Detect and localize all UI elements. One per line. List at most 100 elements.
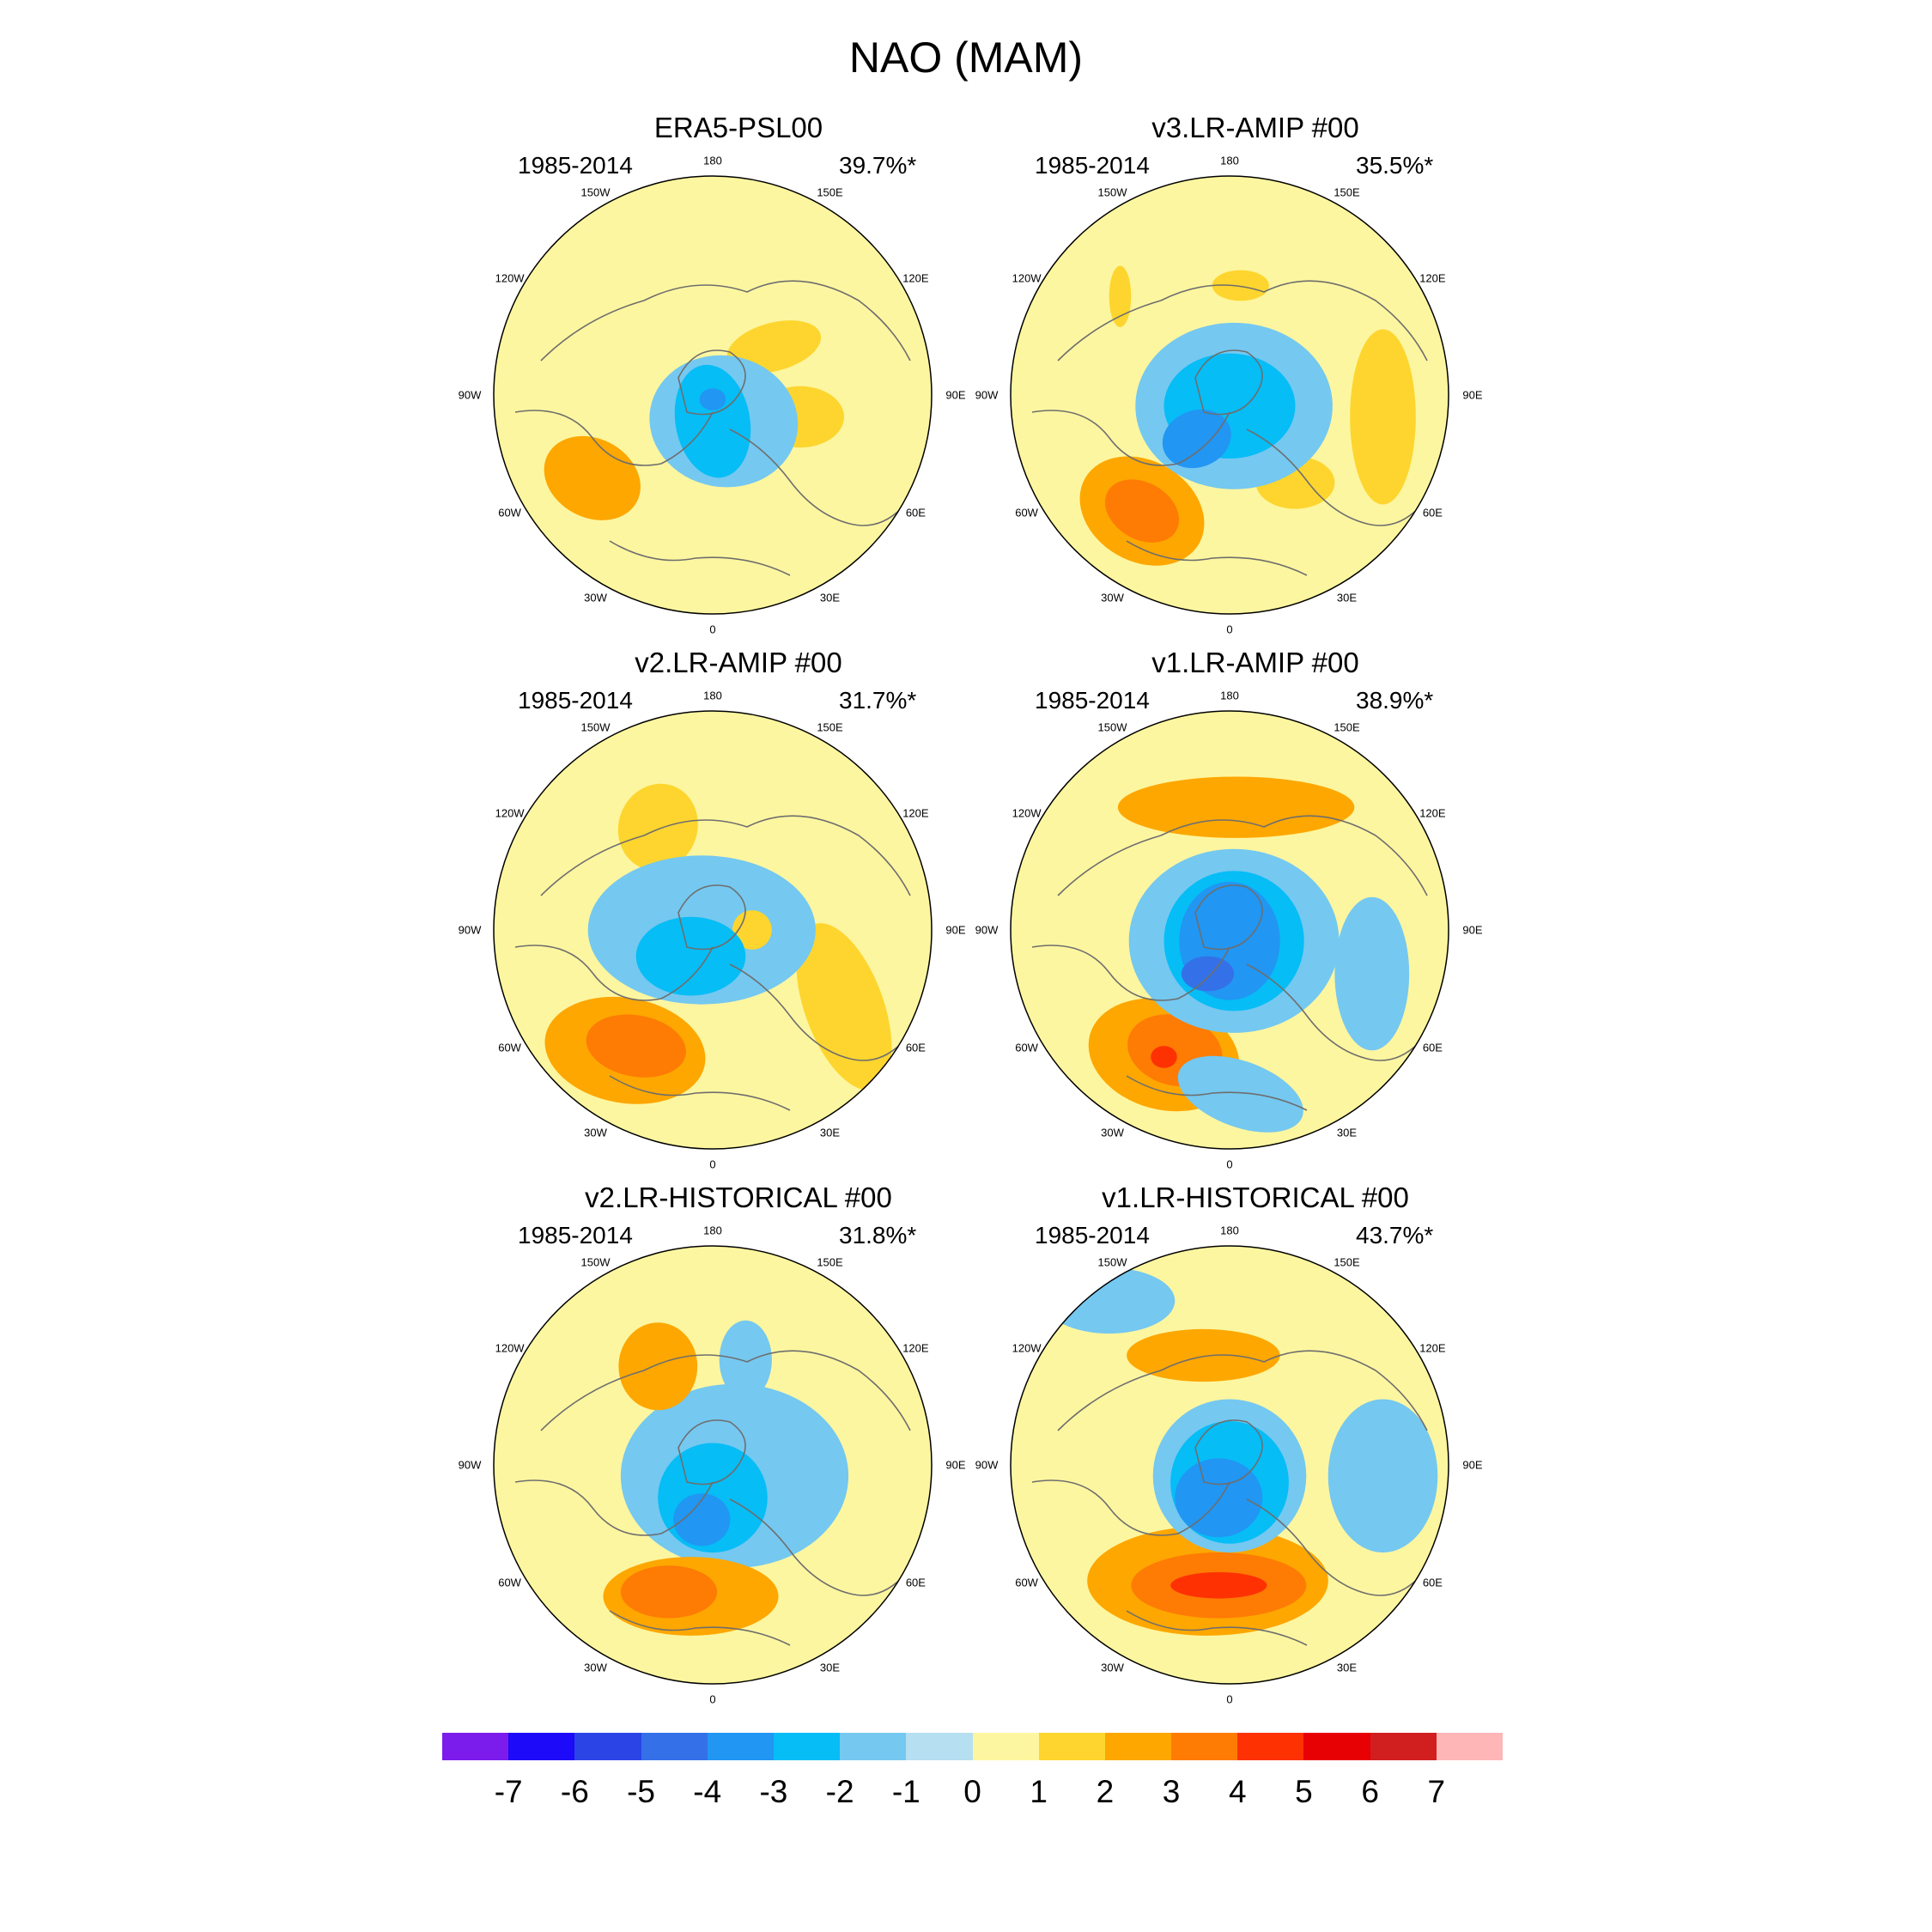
longitude-label: 180 xyxy=(1220,154,1239,167)
negative-anomaly-contour xyxy=(673,1493,731,1546)
colorbar-label: 4 xyxy=(1228,1774,1247,1809)
longitude-label: 60W xyxy=(1015,1041,1038,1054)
longitude-label: 0 xyxy=(709,623,716,636)
colorbar-label: 5 xyxy=(1295,1774,1313,1809)
positive-anomaly-contour xyxy=(796,923,892,1091)
positive-anomaly-contour xyxy=(1170,1572,1267,1599)
colorbar-box xyxy=(1370,1733,1437,1760)
longitude-label: 90W xyxy=(458,923,482,937)
longitude-label: 120W xyxy=(1012,271,1042,284)
longitude-label: 150E xyxy=(1334,720,1360,734)
colorbar-label: -6 xyxy=(560,1774,589,1809)
coastline xyxy=(729,963,911,1061)
longitude-label: 60E xyxy=(1422,1576,1443,1589)
coastline xyxy=(1194,1419,1263,1485)
panel-percent: 31.7%* xyxy=(839,687,917,714)
coastline xyxy=(514,1479,714,1536)
longitude-label: 60W xyxy=(498,506,521,519)
coastline xyxy=(729,1498,911,1596)
longitude-label: 30W xyxy=(584,1661,607,1674)
panel-title: v1.LR-HISTORICAL #00 xyxy=(1102,1182,1409,1213)
polar-map xyxy=(493,710,933,1150)
longitude-label: 120W xyxy=(495,806,525,819)
positive-anomaly-contour xyxy=(732,910,772,950)
colorbar-box xyxy=(707,1733,775,1760)
longitude-label: 60E xyxy=(905,1576,926,1589)
longitude-label: 90W xyxy=(458,388,482,402)
panel-percent: 31.8%* xyxy=(839,1222,917,1249)
longitude-label: 90E xyxy=(1462,388,1483,402)
colorbar-label: -4 xyxy=(693,1774,722,1809)
longitude-label: 90E xyxy=(1462,923,1483,937)
coastline xyxy=(1126,1075,1308,1111)
polar-map xyxy=(1010,175,1449,615)
longitude-label: 90E xyxy=(945,923,966,937)
map-panel: v1.LR-HISTORICAL #00 1985-2014 43.7%* 180 15… xyxy=(955,1182,1556,1714)
longitude-label: 30E xyxy=(1336,1126,1358,1139)
longitude-label: 150W xyxy=(580,720,611,734)
colorbar-box xyxy=(442,1733,509,1760)
longitude-label: 30W xyxy=(584,1126,607,1139)
longitude-label: 120W xyxy=(495,271,525,284)
polar-map xyxy=(493,175,933,615)
panel-years: 1985-2014 xyxy=(518,687,633,714)
colorbar-box xyxy=(574,1733,642,1760)
longitude-label: 150W xyxy=(580,1255,611,1269)
map-panel: v2.LR-AMIP #00 1985-2014 31.7%* 180 150E 120E… xyxy=(438,647,1039,1179)
longitude-label: 60W xyxy=(1015,506,1038,519)
panel-years: 1985-2014 xyxy=(1035,1222,1150,1249)
coastline xyxy=(1031,1479,1230,1536)
coastline xyxy=(540,815,911,896)
longitude-label: 120E xyxy=(1419,1341,1446,1354)
coastline xyxy=(677,884,746,951)
coastline xyxy=(540,1350,911,1431)
negative-anomaly-contour xyxy=(719,1320,772,1400)
longitude-label: 60E xyxy=(905,1041,926,1054)
panel-percent: 43.7%* xyxy=(1356,1222,1434,1249)
coastline xyxy=(1057,280,1428,361)
panel-title: v2.LR-HISTORICAL #00 xyxy=(585,1182,892,1213)
longitude-label: 90E xyxy=(1462,1458,1483,1472)
longitude-label: 30E xyxy=(1336,1661,1358,1674)
colorbar-label: 0 xyxy=(963,1774,981,1809)
negative-anomaly-contour xyxy=(674,364,751,478)
longitude-label: 90E xyxy=(945,1458,966,1472)
positive-anomaly-contour xyxy=(1212,270,1269,301)
longitude-label: 90W xyxy=(975,1458,999,1472)
negative-anomaly-contour xyxy=(1181,956,1235,992)
panel-years: 1985-2014 xyxy=(1035,152,1150,179)
colorbar-label: -5 xyxy=(627,1774,655,1809)
coastline xyxy=(1126,1610,1308,1646)
coastline xyxy=(1031,945,1230,1001)
longitude-label: 90W xyxy=(975,923,999,937)
longitude-label: 90W xyxy=(975,388,999,402)
colorbar-box xyxy=(1237,1733,1304,1760)
coastline xyxy=(1246,963,1428,1061)
longitude-label: 60E xyxy=(1422,506,1443,519)
negative-anomaly-contour xyxy=(1327,1399,1438,1553)
coastline xyxy=(1057,815,1428,896)
coastline xyxy=(1194,349,1263,416)
colorbar-label: 1 xyxy=(1030,1774,1048,1809)
coastline xyxy=(677,1419,746,1485)
positive-anomaly-contour xyxy=(586,1014,686,1078)
colorbar-label: 6 xyxy=(1361,1774,1379,1809)
coastline xyxy=(1194,884,1263,951)
longitude-label: 120E xyxy=(902,1341,929,1354)
panel-percent: 35.5%* xyxy=(1356,152,1434,179)
longitude-label: 30E xyxy=(1336,591,1358,605)
longitude-label: 60W xyxy=(498,1041,521,1054)
panel-title: v1.LR-AMIP #00 xyxy=(1151,647,1359,678)
longitude-label: 120W xyxy=(1012,1341,1042,1354)
negative-anomaly-contour xyxy=(1162,409,1231,469)
coastline xyxy=(1246,428,1428,526)
longitude-label: 150E xyxy=(817,720,843,734)
positive-anomaly-contour xyxy=(1350,329,1416,505)
map-boundary xyxy=(493,1245,933,1685)
negative-anomaly-contour xyxy=(1175,1458,1263,1538)
panel-years: 1985-2014 xyxy=(518,1222,633,1249)
longitude-label: 150W xyxy=(580,185,611,199)
coastline xyxy=(729,428,911,526)
coastline xyxy=(609,1075,791,1111)
longitude-label: 30W xyxy=(584,591,607,605)
